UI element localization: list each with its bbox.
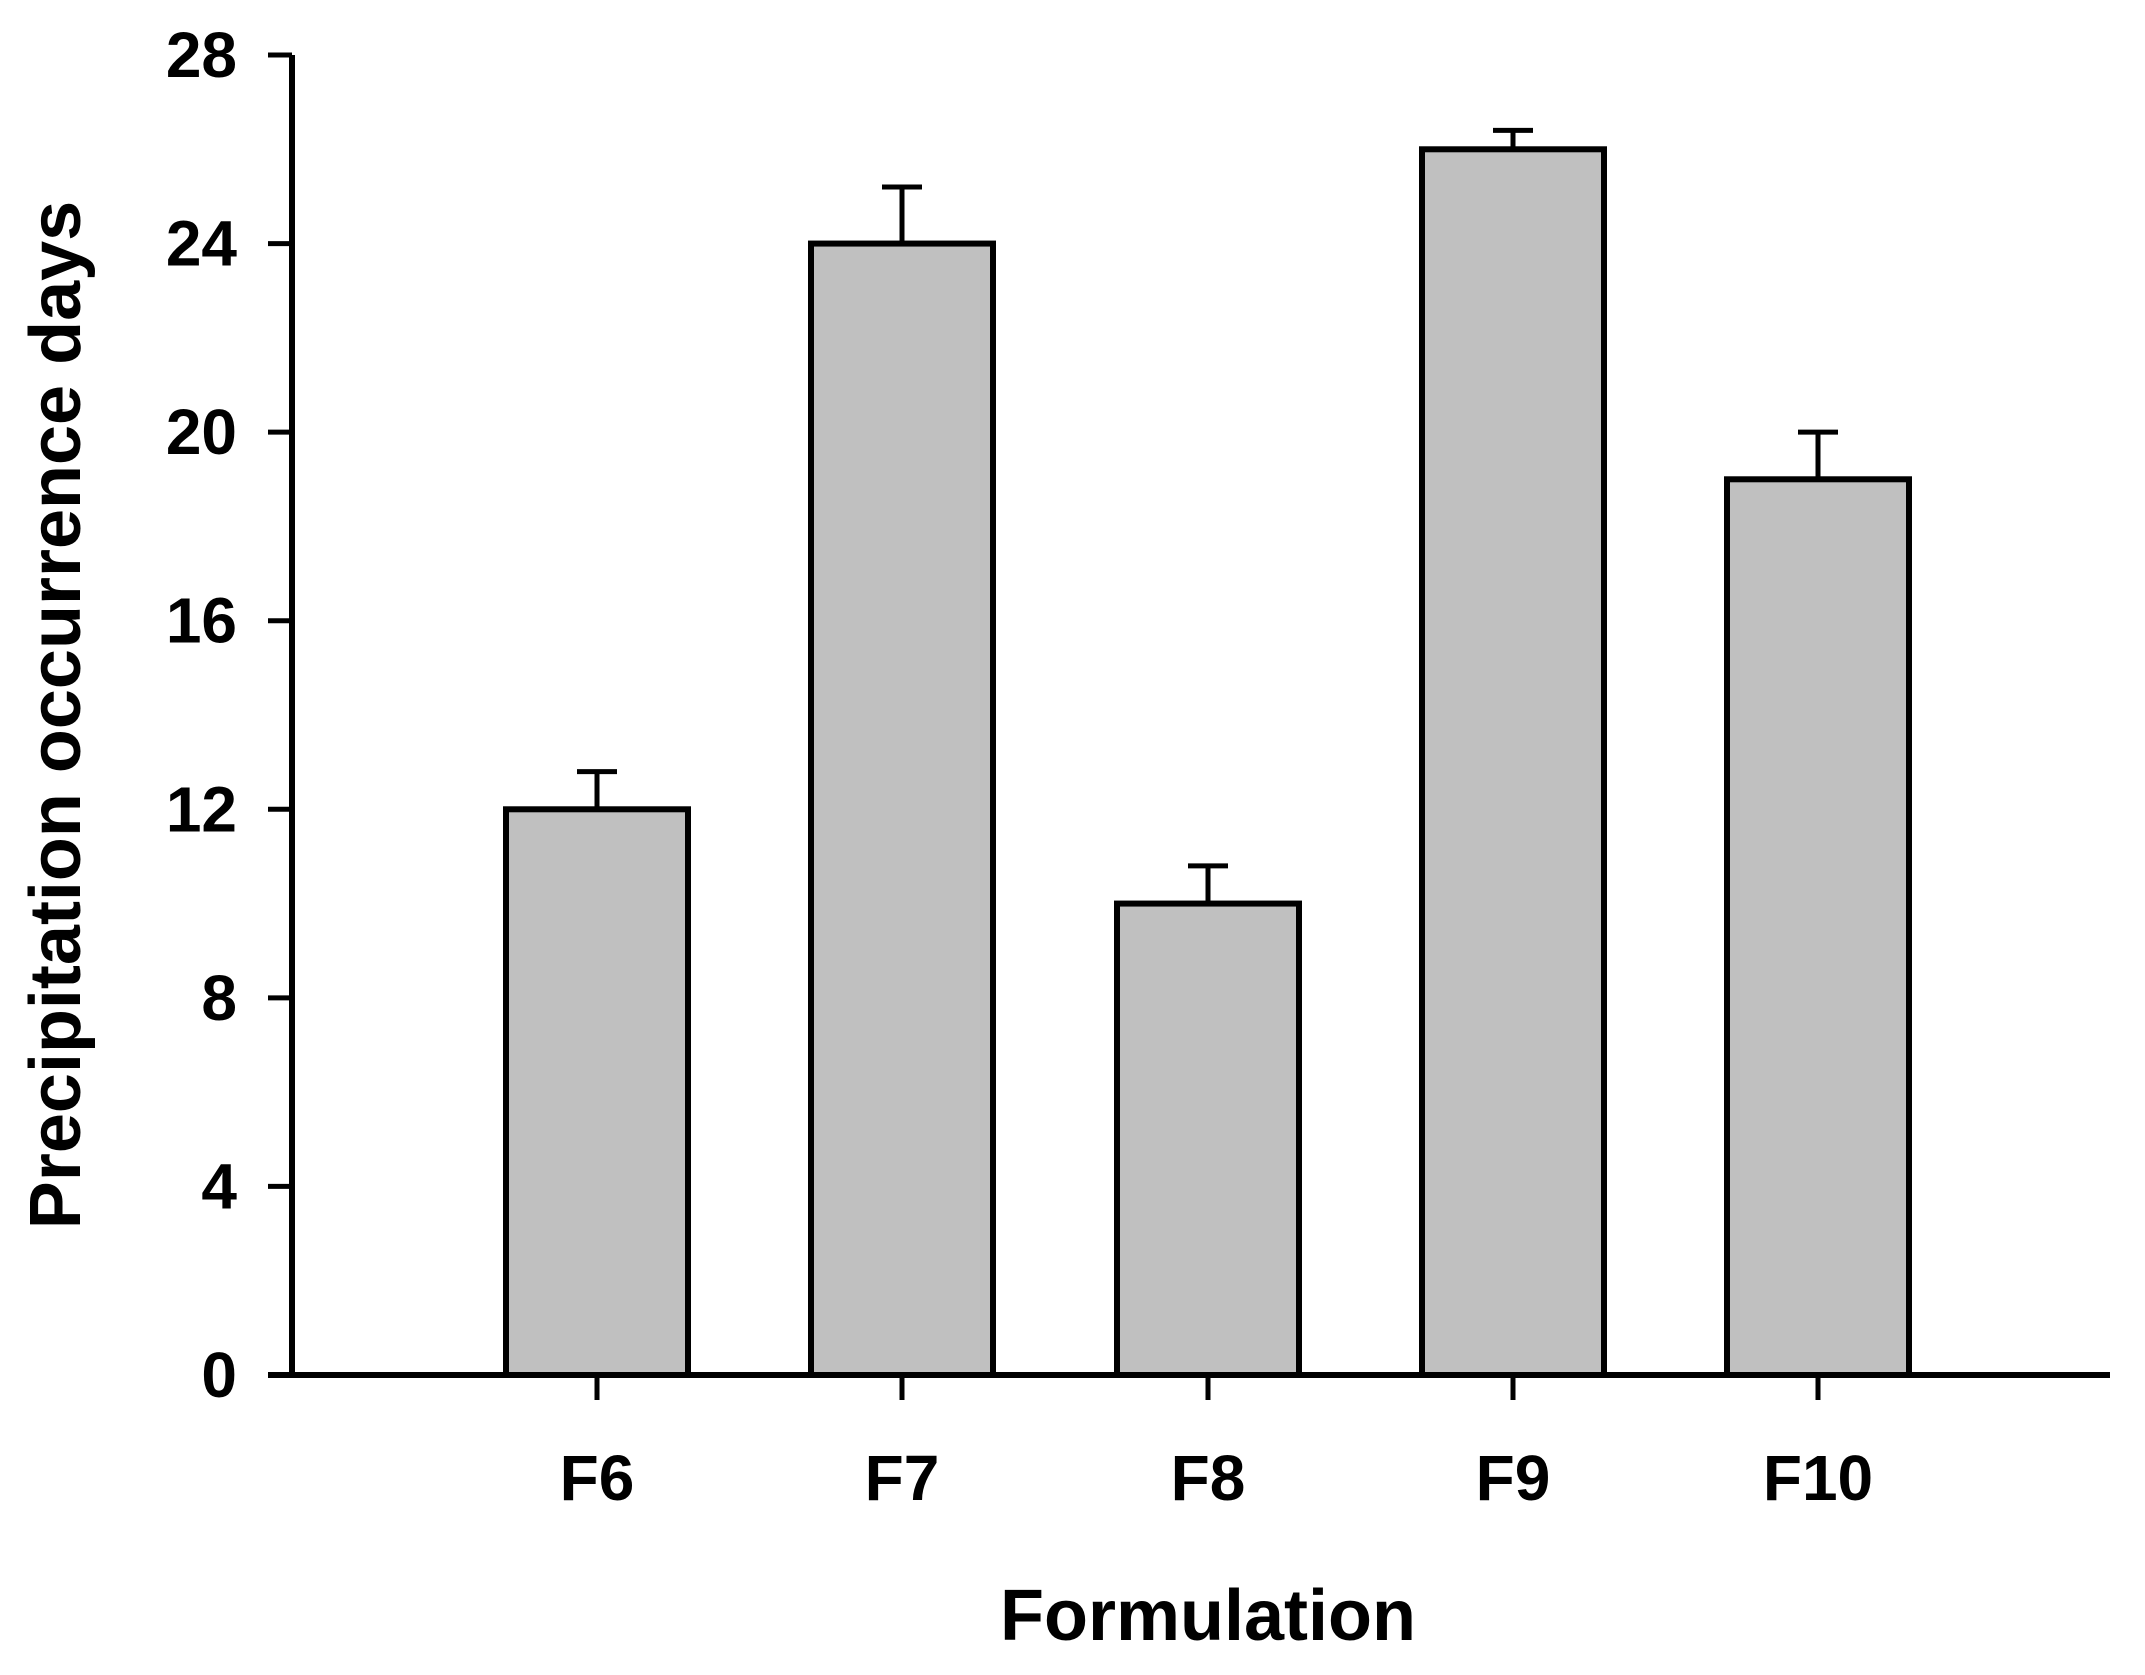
y-tick-label: 24: [166, 208, 238, 280]
bar-f10: [1724, 476, 1912, 1378]
y-tick-label: 4: [201, 1150, 237, 1222]
y-tick-label: 20: [166, 396, 237, 468]
bar-f6: [503, 806, 691, 1378]
y-tick-label: 28: [166, 19, 237, 91]
y-tick-label: 8: [201, 962, 237, 1034]
axes-layer: [268, 55, 2110, 1378]
y-axis-title: Precipitation occurrence days: [16, 201, 96, 1229]
bars-layer: [503, 146, 1912, 1379]
y-tick-label: 0: [201, 1339, 237, 1411]
y-ticks-layer: 0 4 8 12 16 20 24 28: [166, 19, 292, 1411]
x-tick-label: F8: [1171, 1442, 1246, 1514]
x-tick-label: F9: [1476, 1442, 1551, 1514]
bar-f8: [1114, 900, 1302, 1378]
y-tick-label: 12: [166, 773, 237, 845]
error-bars-layer: [577, 127, 1838, 904]
x-ticks-layer: F6 F7 F8 F9 F10: [560, 1375, 1873, 1514]
x-axis-title: Formulation: [1000, 1576, 1416, 1656]
bar-f9: [1419, 146, 1607, 1378]
x-tick-label: F6: [560, 1442, 635, 1514]
x-tick-label: F7: [865, 1442, 940, 1514]
bar-f7: [808, 240, 996, 1379]
y-tick-label: 16: [166, 585, 237, 657]
x-tick-label: F10: [1763, 1442, 1873, 1514]
